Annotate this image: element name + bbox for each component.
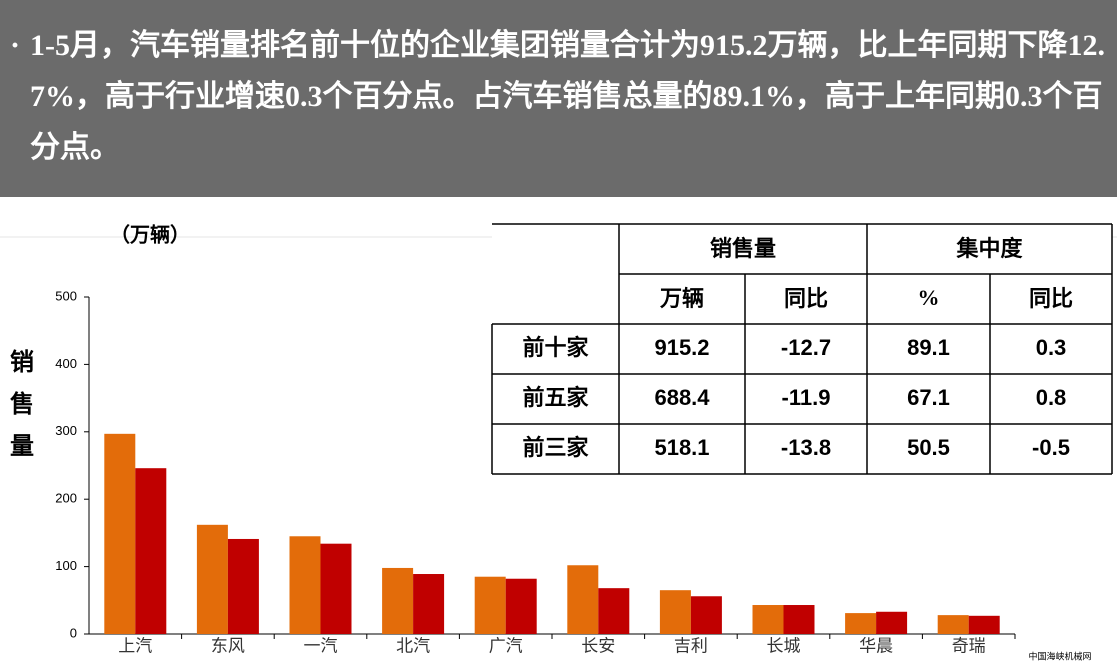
unit-label: （万辆）	[110, 222, 190, 246]
group-header: 销售量	[710, 236, 776, 261]
y-tick-label: 200	[55, 491, 77, 506]
x-tick-label: 北汽	[396, 636, 430, 655]
table-cell: 0.3	[1036, 335, 1067, 360]
bar	[382, 567, 414, 634]
bar	[567, 565, 599, 634]
x-tick-label: 华晨	[859, 636, 893, 655]
banner-text: 1-5月，汽车销量排名前十位的企业集团销量合计为915.2万辆，比上年同期下降1…	[10, 20, 1117, 173]
table-cell: 67.1	[907, 385, 950, 410]
table-cell: -12.7	[781, 335, 831, 360]
table-cell: 688.4	[654, 385, 710, 410]
row-header: 前三家	[522, 435, 589, 460]
bar	[659, 590, 691, 634]
bar	[505, 578, 537, 634]
x-tick-label: 奇瑞	[952, 636, 986, 655]
table-cell: 50.5	[907, 435, 950, 460]
y-axis-label: 销售量	[10, 349, 34, 460]
bar	[196, 524, 228, 634]
bar	[690, 596, 722, 634]
group-header: 集中度	[955, 236, 1023, 261]
x-tick-label: 吉利	[674, 636, 708, 655]
row-header: 前十家	[522, 335, 589, 360]
table-cell: 518.1	[654, 435, 709, 460]
sub-header: 同比	[784, 286, 828, 311]
x-tick-label: 广汽	[489, 636, 523, 655]
x-tick-label: 长安	[581, 636, 615, 655]
table-bg	[492, 224, 1112, 474]
x-tick-label: 上汽	[118, 636, 152, 655]
y-tick-label: 100	[55, 558, 77, 573]
watermark: 中国海峡机械网	[1028, 651, 1091, 663]
x-tick-label: 东风	[211, 636, 245, 655]
bar	[876, 611, 908, 634]
bar	[474, 576, 506, 634]
y-tick-label: 0	[70, 625, 77, 640]
table-cell: 0.8	[1036, 385, 1067, 410]
banner: 1-5月，汽车销量排名前十位的企业集团销量合计为915.2万辆，比上年同期下降1…	[0, 0, 1117, 197]
bar	[320, 543, 352, 634]
bar	[135, 468, 167, 634]
y-tick-label: 500	[55, 288, 77, 303]
bar	[413, 574, 445, 634]
y-tick-label: 400	[55, 356, 77, 371]
sub-header: %	[918, 285, 940, 310]
bar	[968, 615, 1000, 634]
y-tick-label: 300	[55, 423, 77, 438]
bar	[845, 613, 877, 634]
x-tick-label: 长城	[767, 636, 801, 655]
sub-header: 同比	[1029, 286, 1073, 311]
table-cell: 915.2	[654, 335, 709, 360]
row-header: 前五家	[522, 385, 589, 410]
x-tick-label: 一汽	[304, 636, 338, 655]
bar	[104, 433, 136, 634]
sub-header: 万辆	[659, 286, 704, 311]
bar	[783, 605, 815, 634]
bar	[752, 605, 784, 634]
bar	[227, 538, 259, 634]
bar	[598, 588, 630, 634]
bar	[289, 536, 321, 634]
table-cell: -11.9	[782, 385, 831, 410]
table-cell: 89.1	[907, 335, 950, 360]
bar	[937, 615, 969, 634]
table-cell: -13.8	[781, 435, 831, 460]
table-cell: -0.5	[1032, 435, 1070, 460]
